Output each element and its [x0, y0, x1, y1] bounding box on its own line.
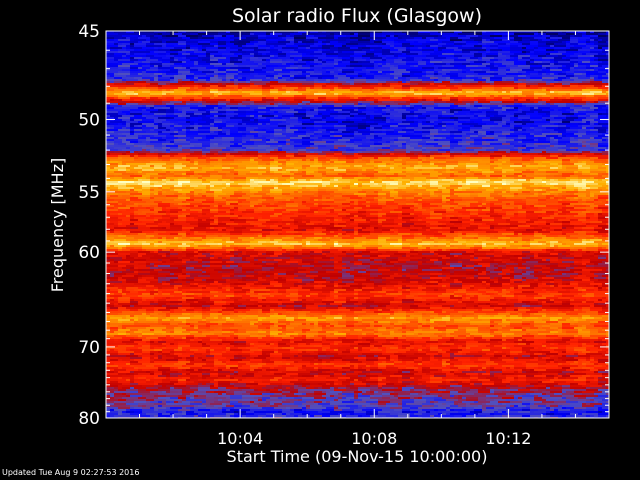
x-axis-label: Start Time (09-Nov-15 10:00:00) [227, 447, 488, 466]
y-tick-label: 50 [78, 110, 100, 130]
y-axis-label: Frequency [MHz] [48, 158, 67, 292]
chart-title: Solar radio Flux (Glasgow) [232, 5, 482, 27]
heatmap-area [106, 31, 609, 418]
updated-timestamp: Updated Tue Aug 9 02:27:53 2016 [2, 468, 140, 477]
y-axis: 45 50 55 60 70 80 [78, 22, 609, 429]
y-tick-label: 60 [78, 243, 100, 263]
x-tick-label: 10:08 [351, 429, 397, 448]
plot-frame [105, 30, 610, 419]
x-tick-label: 10:12 [485, 429, 531, 448]
x-axis: 10:04 10:08 10:12 [139, 31, 576, 448]
y-tick-label: 80 [78, 409, 100, 429]
y-tick-label: 55 [78, 183, 100, 203]
y-tick-label: 70 [78, 338, 100, 358]
x-tick-label: 10:04 [217, 429, 263, 448]
y-tick-label: 45 [78, 22, 100, 42]
